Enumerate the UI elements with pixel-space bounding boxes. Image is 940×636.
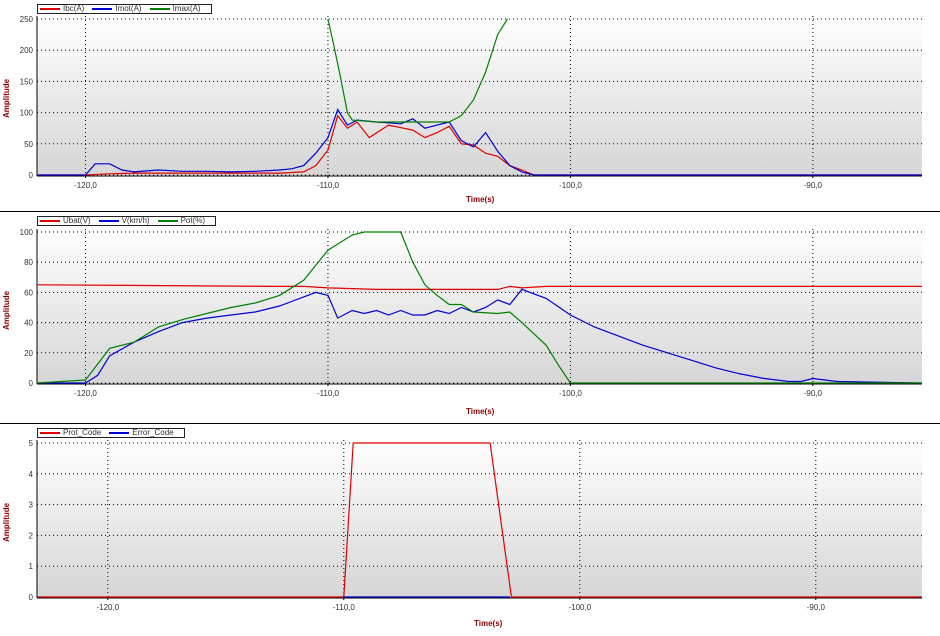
y-axis-title: Amplitude [2,78,11,118]
y-tick-label: 50 [24,140,33,149]
y-tick-label: 100 [20,109,34,118]
x-tick-label: -100,0 [568,603,591,612]
y-axis-title: Amplitude [2,290,11,330]
x-tick-label: -110,0 [333,603,356,612]
x-tick-label: -120,0 [74,389,97,398]
y-tick-label: 3 [29,501,34,510]
x-axis-title: Time(s) [466,407,495,416]
legend-item: Imot(A) [92,4,142,13]
legend-item: Prot_Code [40,429,101,437]
legend-label: Pot(%) [180,216,206,225]
legend-swatch [40,432,60,434]
legend-swatch [40,220,60,222]
chart-panel-currents: -120,0 -110,0 -100,0 -90,0 0 50 100 150 200 250 I… [0,0,940,212]
legend-swatch [157,220,178,222]
y-tick-label: 100 [20,228,34,237]
x-tick-label: -100,0 [559,181,582,190]
y-tick-label: 4 [29,470,34,479]
legend-label: Imax(A) [172,4,201,13]
legend-item: Pot(%) [157,216,206,225]
y-tick-label: 40 [24,319,33,328]
legend-label: Error_Code [132,428,174,437]
plot-area [37,16,922,175]
chart-voltage-speed-plot: -120,0 -110,0 -100,0 -90,0 0 20 40 60 80 100 [20,228,922,398]
series-line [37,288,922,384]
legend-item: Error_Code [109,428,174,437]
legend-swatch [149,8,170,10]
legend-swatch [92,8,113,10]
legend-swatch [98,220,119,222]
legend-label: V(km/h) [121,216,150,225]
legend-label: Prot_Code [63,428,102,437]
legend-label: Ubat(V) [63,216,91,225]
legend-item: Imax(A) [149,4,201,13]
series-line [37,114,922,176]
x-tick-label: -110,0 [317,181,340,190]
chart-legend: Prot_Code Error_Code [37,428,185,438]
y-tick-label: 200 [20,46,34,55]
series-line [37,108,922,176]
chart-currents-plot: -120,0 -110,0 -100,0 -90,0 0 50 100 150 200 250 [20,15,922,190]
legend-item: V(km/h) [98,216,150,225]
chart-panel-voltage-speed: -120,0 -110,0 -100,0 -90,0 0 20 40 60 80 100 Ubat… [0,212,940,424]
y-tick-label: 80 [24,258,33,267]
y-tick-label: 5 [29,439,34,448]
x-tick-label: -90,0 [807,603,826,612]
legend-item: Ubat(V) [40,217,91,225]
x-tick-label: -90,0 [804,181,823,190]
y-tick-label: 0 [29,593,34,602]
x-tick-label: -120,0 [74,181,97,190]
legend-item: Ibc(A) [40,5,84,13]
x-axis-title: Time(s) [466,195,495,204]
y-tick-label: 60 [24,288,33,297]
y-tick-label: 0 [29,379,34,388]
y-tick-label: 0 [29,171,34,180]
x-tick-label: -90,0 [804,389,823,398]
legend-label: Imot(A) [115,4,142,13]
legend-label: Ibc(A) [63,4,85,13]
plot-area [37,229,922,383]
y-tick-label: 2 [29,531,34,540]
y-tick-label: 1 [29,562,34,571]
x-axis-title: Time(s) [474,619,503,628]
legend-swatch [40,8,60,10]
y-axis-title: Amplitude [2,502,11,542]
x-tick-label: -120,0 [96,603,119,612]
chart-legend: Ibc(A) Imot(A) Imax(A) [37,4,212,14]
chart-legend: Ubat(V) V(km/h) Pot(%) [37,216,217,226]
y-tick-label: 150 [20,77,34,86]
x-tick-label: -110,0 [317,389,340,398]
series-line [327,18,508,123]
series-line [37,284,922,291]
y-tick-label: 20 [24,349,33,358]
series-line [37,231,922,384]
y-tick-label: 250 [20,15,34,24]
x-tick-label: -100,0 [559,389,582,398]
series-line [37,442,922,598]
chart-codes-plot: -120,0 -110,0 -100,0 -90,0 0 1 2 3 4 5 [29,439,922,612]
chart-panel-codes: -120,0 -110,0 -100,0 -90,0 0 1 2 3 4 5 Prot_Code … [0,424,940,636]
legend-swatch [109,432,130,434]
plot-area [37,440,922,597]
